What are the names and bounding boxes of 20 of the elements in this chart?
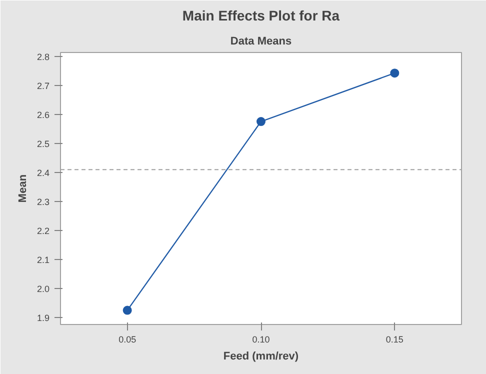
x-tick-label: 0.15 bbox=[386, 334, 404, 344]
y-tick-label: 2.2 bbox=[36, 226, 50, 236]
y-tick-label: 2.7 bbox=[36, 81, 50, 92]
y-tick-label: 2.1 bbox=[36, 255, 50, 266]
point bbox=[122, 306, 132, 315]
x-axis-title: Feed (mm/rev) bbox=[223, 350, 299, 362]
point bbox=[256, 117, 266, 126]
chart-subtitle: Data Means bbox=[230, 36, 292, 48]
chart-title: Main Effects Plot for Ra bbox=[182, 8, 340, 24]
point bbox=[390, 68, 400, 78]
y-tick-label: 2.0 bbox=[36, 284, 50, 294]
x-tick-label: 0.10 bbox=[252, 334, 270, 344]
y-tick-label: 2.4 bbox=[36, 168, 50, 178]
y-tick-label: 2.8 bbox=[36, 52, 50, 62]
y-tick-label: 2.5 bbox=[36, 139, 50, 150]
y-tick-label: 2.6 bbox=[36, 110, 50, 120]
y-tick-label: 2.3 bbox=[36, 197, 50, 208]
y-tick-label: 1.9 bbox=[36, 313, 50, 324]
y-axis-title: Mean bbox=[16, 174, 29, 203]
x-tick-label: 0.05 bbox=[118, 334, 136, 344]
